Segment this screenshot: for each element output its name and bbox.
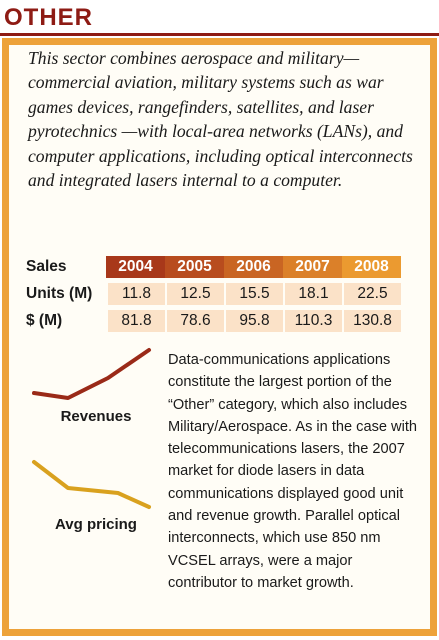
table-row: $ (M) 81.8 78.6 95.8 110.3 130.8 [24, 310, 401, 332]
cell: 95.8 [224, 310, 283, 332]
section-title: OTHER [4, 4, 93, 31]
row-label: $ (M) [26, 312, 63, 329]
year-header: 2008 [342, 256, 401, 278]
revenue-trend [32, 348, 151, 400]
cell: 15.5 [224, 283, 283, 305]
cell: 78.6 [165, 310, 224, 332]
trend-label: Revenues [61, 408, 132, 425]
title-rule [0, 33, 439, 36]
cell: 81.8 [106, 310, 165, 332]
cell: 110.3 [283, 310, 342, 332]
pricing-trend [32, 460, 151, 509]
header-label: Sales [26, 258, 67, 275]
year-header: 2005 [165, 256, 224, 278]
body-text: Data-communications applications constit… [168, 352, 418, 591]
trend-label: Avg pricing [55, 516, 137, 533]
cell: 12.5 [165, 283, 224, 305]
trend-icons: Revenues Avg pricing [32, 348, 151, 533]
year-header: 2006 [224, 256, 283, 278]
cell: 130.8 [342, 310, 401, 332]
intro-text: This sector combines aerospace and milit… [28, 48, 413, 191]
cell: 22.5 [342, 283, 401, 305]
cell: 18.1 [283, 283, 342, 305]
sales-table: Sales 2004 2005 2006 2007 2008 Units (M)… [24, 251, 401, 337]
year-header: 2007 [283, 256, 342, 278]
cell: 11.8 [106, 283, 165, 305]
header-row: Sales 2004 2005 2006 2007 2008 [24, 256, 401, 278]
row-label: Units (M) [26, 285, 93, 302]
year-header: 2004 [106, 256, 165, 278]
panel [2, 38, 437, 636]
table-row: Units (M) 11.8 12.5 15.5 18.1 22.5 [24, 283, 401, 305]
